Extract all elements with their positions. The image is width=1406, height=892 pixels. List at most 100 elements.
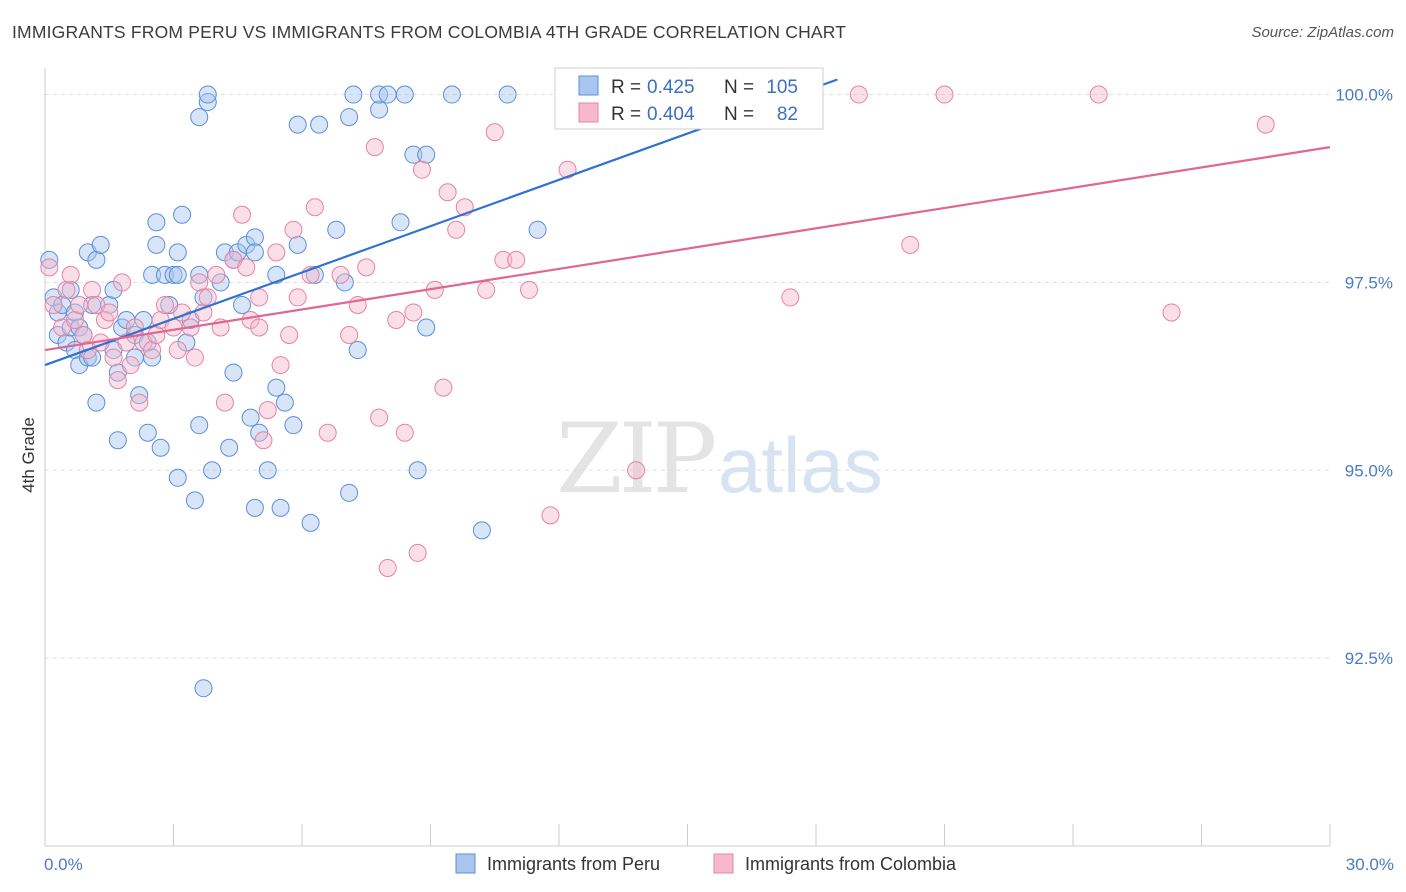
data-point (1089, 85, 1108, 104)
data-point (151, 438, 170, 457)
data-point (340, 326, 359, 345)
data-point (100, 303, 119, 322)
y-tick-label: 92.5% (1345, 649, 1393, 668)
data-point (849, 85, 868, 104)
data-point (130, 386, 149, 405)
stats-swatch-peru (578, 75, 599, 96)
y-axis-label: 4th Grade (19, 417, 38, 493)
data-point (477, 280, 496, 299)
data-point (254, 431, 273, 450)
data-point (237, 258, 256, 277)
data-point (327, 220, 346, 239)
data-point (391, 213, 410, 232)
data-point (267, 378, 286, 397)
data-point (143, 265, 162, 284)
data-point (108, 371, 127, 390)
data-point (370, 408, 389, 427)
data-point (198, 93, 217, 112)
legend-label-colombia: Immigrants from Colombia (745, 854, 957, 874)
data-point (233, 205, 252, 224)
y-tick-labels: 100.0% 97.5% 95.0% 92.5% (1335, 86, 1393, 669)
data-point (331, 265, 350, 284)
y-tick-label: 95.0% (1345, 461, 1393, 480)
data-point (147, 213, 166, 232)
data-point (935, 85, 954, 104)
data-point (271, 356, 290, 375)
x-tick-label: 0.0% (44, 855, 83, 874)
stats-r-label-peru: R = (611, 77, 641, 98)
data-point (198, 85, 217, 104)
chart-title: IMMIGRANTS FROM PERU VS IMMIGRANTS FROM … (12, 22, 847, 42)
data-point (83, 280, 102, 299)
data-point (40, 250, 59, 269)
stats-box: R = 0.425 N = 105 R = 0.404 N = 82 (554, 67, 824, 130)
data-point (87, 250, 106, 269)
data-point (408, 461, 427, 480)
axes (44, 68, 1331, 847)
stats-n-value-peru: 105 (766, 77, 798, 98)
y-tick-label: 97.5% (1345, 273, 1393, 292)
stats-r-value-colombia: 0.404 (647, 104, 695, 125)
data-point (280, 326, 299, 345)
data-point (143, 341, 162, 360)
data-point (168, 341, 187, 360)
stats-swatch-colombia (578, 102, 599, 123)
stats-n-label-peru: N = (724, 77, 754, 98)
stats-r-value-peru: 0.425 (647, 77, 695, 98)
data-point (194, 303, 213, 322)
data-point (147, 235, 166, 254)
data-point (164, 265, 183, 284)
x-tick-label: 30.0% (1346, 855, 1394, 874)
data-point (100, 295, 119, 314)
data-point (284, 416, 303, 435)
data-point (438, 183, 457, 202)
data-point (378, 558, 397, 577)
stats-n-label-colombia: N = (724, 104, 754, 125)
data-point (74, 326, 93, 345)
data-point (267, 243, 286, 262)
data-point (57, 280, 76, 299)
data-point (44, 295, 63, 314)
data-point (340, 108, 359, 127)
data-point (91, 235, 110, 254)
data-point (168, 243, 187, 262)
data-point (344, 85, 363, 104)
data-point (168, 468, 187, 487)
data-point (305, 265, 324, 284)
y-tick-label: 100.0% (1335, 86, 1393, 105)
data-point (288, 235, 307, 254)
peru-series (40, 85, 766, 698)
data-point (250, 318, 269, 337)
data-point (284, 220, 303, 239)
legend-swatch-peru (455, 853, 476, 874)
data-point (108, 431, 127, 450)
data-point (224, 363, 243, 382)
data-point (190, 416, 209, 435)
data-point (275, 393, 294, 412)
data-point (318, 423, 337, 442)
data-point (417, 145, 436, 164)
data-point (434, 378, 453, 397)
data-point (485, 123, 504, 142)
watermark-atlas: atlas (718, 421, 883, 509)
data-point (65, 310, 84, 329)
data-point (340, 483, 359, 502)
stats-n-value-colombia: 82 (777, 104, 798, 125)
data-point (143, 348, 162, 367)
data-point (271, 498, 290, 517)
data-point (250, 288, 269, 307)
data-point (507, 250, 526, 269)
data-point (408, 543, 427, 562)
data-point (404, 145, 423, 164)
data-point (241, 408, 260, 427)
data-point (40, 258, 59, 277)
data-point (528, 220, 547, 239)
data-point (245, 243, 264, 262)
data-point (442, 85, 461, 104)
data-point (498, 85, 517, 104)
data-point (288, 115, 307, 134)
data-point (558, 160, 577, 179)
data-point (417, 318, 436, 337)
data-point (185, 348, 204, 367)
